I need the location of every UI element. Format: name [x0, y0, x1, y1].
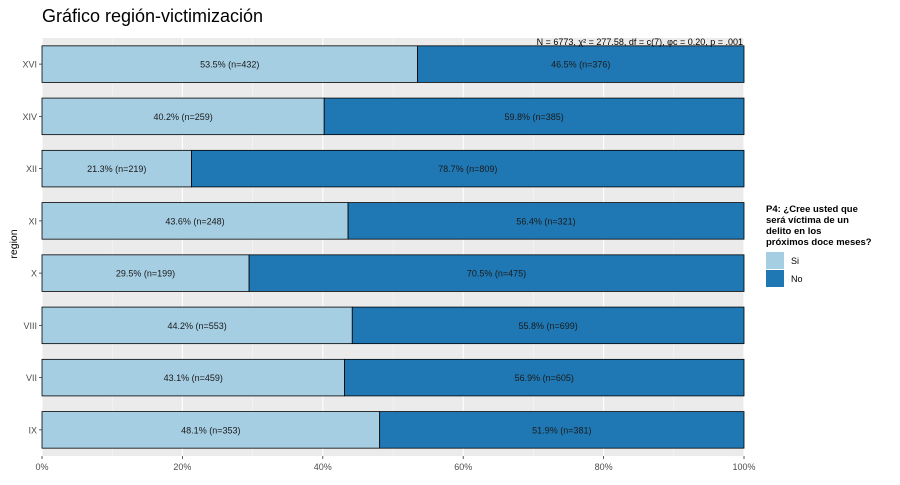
bar-si-ix [41, 411, 381, 449]
y-tick-label: VIII [23, 321, 37, 331]
x-tick-label: 0% [35, 462, 48, 472]
data-label: 29.5% (n=199) [116, 269, 175, 279]
data-label: 51.9% (n=381) [532, 425, 591, 435]
bar-si-xii [41, 149, 192, 188]
y-tick-label: XVI [22, 60, 37, 70]
bar-no-xiv [323, 97, 745, 136]
x-tick-label: 20% [173, 462, 191, 472]
x-tick-label: 100% [732, 462, 755, 472]
data-label: 21.3% (n=219) [87, 164, 146, 174]
bar-no-xii [191, 149, 745, 188]
legend-title: P4: ¿Cree usted que será víctima de un del… [766, 204, 872, 248]
x-tick-label: 60% [454, 462, 472, 472]
data-label: 70.5% (n=475) [467, 269, 526, 279]
data-label: 55.8% (n=699) [518, 321, 577, 331]
bar-si-xiv [41, 97, 325, 136]
data-label: 78.7% (n=809) [438, 164, 497, 174]
y-tick-label: XII [26, 164, 37, 174]
x-tick-label: 80% [595, 462, 613, 472]
data-label: 43.6% (n=248) [165, 216, 224, 226]
data-label: 43.1% (n=459) [164, 373, 223, 383]
legend-key-si [766, 252, 784, 269]
data-label: 48.1% (n=353) [181, 425, 240, 435]
bar-si-vii [41, 358, 345, 397]
y-tick-label: IX [28, 425, 37, 435]
x-tick-label: 40% [314, 462, 332, 472]
legend: P4: ¿Cree usted que será víctima de un del… [766, 204, 872, 287]
bar-si-xi [41, 202, 349, 240]
chart-title: Gráfico región-victimización [42, 6, 263, 26]
y-tick-label: X [31, 269, 37, 279]
bar-no-xvi [417, 45, 745, 83]
y-tick-label: VII [26, 373, 37, 383]
bar-no-ix [379, 411, 745, 449]
data-label: 59.8% (n=385) [504, 112, 563, 122]
bar-no-viii [351, 306, 745, 345]
bar-si-xvi [41, 45, 418, 83]
legend-label-no: No [791, 274, 803, 284]
legend-label-si: Si [791, 256, 799, 266]
legend-key-no [766, 270, 784, 287]
y-axis-title: region [8, 229, 20, 258]
data-label: 40.2% (n=259) [153, 112, 212, 122]
bar-no-xi [347, 202, 745, 240]
data-label: 56.9% (n=605) [515, 373, 574, 383]
y-tick-label: XI [28, 216, 37, 226]
data-label: 44.2% (n=553) [167, 321, 226, 331]
data-label: 56.4% (n=321) [516, 216, 575, 226]
y-tick-label: XIV [22, 112, 37, 122]
data-label: 53.5% (n=432) [200, 60, 259, 70]
bar-no-x [248, 254, 745, 292]
stats-annotation: N = 6773, χ² = 277.58, df = c(7), φc = 0… [537, 37, 743, 47]
bar-si-viii [41, 306, 353, 345]
data-label: 46.5% (n=376) [551, 60, 610, 70]
bar-no-vii [344, 358, 745, 397]
